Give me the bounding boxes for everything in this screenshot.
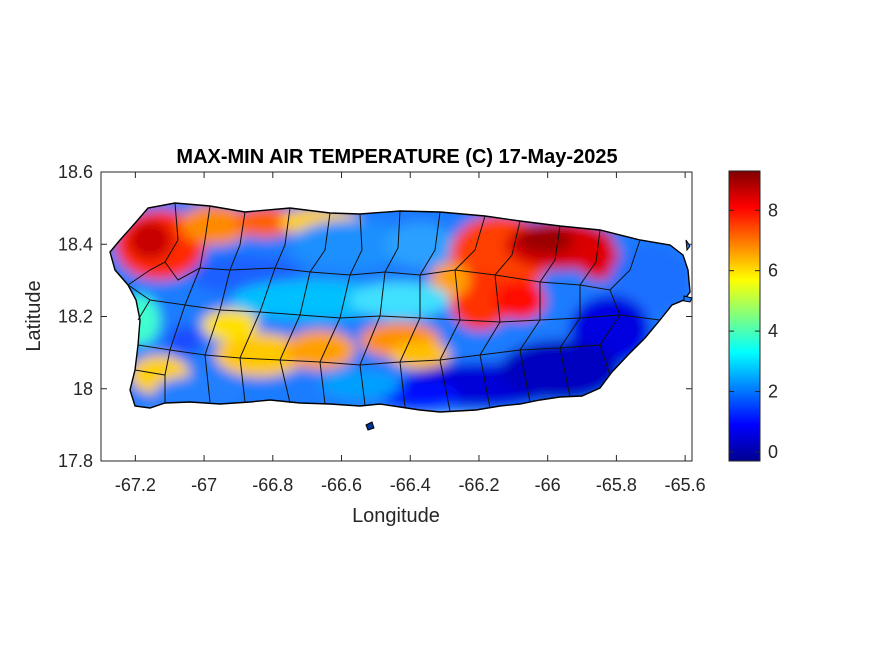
x-tick-label: -66.6 xyxy=(321,475,362,495)
temperature-field xyxy=(110,203,690,412)
y-tick-label: 18.4 xyxy=(58,234,93,254)
x-tick-label: -65.6 xyxy=(665,475,706,495)
offshore-islet xyxy=(683,295,693,303)
x-tick-label: -67 xyxy=(191,475,217,495)
x-tick-label: -65.8 xyxy=(596,475,637,495)
colorbar-tick-label: 2 xyxy=(768,382,778,402)
x-axis-label: Longitude xyxy=(352,505,440,527)
x-tick-label: -66.4 xyxy=(390,475,431,495)
y-tick-label: 17.8 xyxy=(58,451,93,471)
island-outline xyxy=(109,202,691,413)
x-tick-label: -66.2 xyxy=(458,475,499,495)
colorbar-ticks: 0 2 4 6 8 xyxy=(729,200,778,462)
x-axis: -67.2 -67 -66.8 -66.6 -66.4 -66.2 -66 -65.8 -65.… xyxy=(115,172,706,495)
x-tick-label: -66.8 xyxy=(252,475,293,495)
y-tick-label: 18 xyxy=(73,379,93,399)
x-tick-label: -66 xyxy=(535,475,561,495)
chart-title: MAX-MIN AIR TEMPERATURE (C) 17-May-2025 xyxy=(176,146,617,168)
colorbar-tick-label: 6 xyxy=(768,261,778,281)
colorbar-tick-label: 0 xyxy=(768,442,778,462)
offshore-islet xyxy=(365,421,375,431)
y-axis: 17.8 18 18.2 18.4 18.6 xyxy=(58,162,692,471)
colorbar-tick-label: 4 xyxy=(768,321,778,341)
x-tick-label: -67.2 xyxy=(115,475,156,495)
municipality-boundaries xyxy=(127,202,661,412)
offshore-islet xyxy=(685,239,691,252)
y-axis-label: Latitude xyxy=(23,280,45,351)
colorbar xyxy=(728,170,761,462)
y-tick-label: 18.6 xyxy=(58,162,93,182)
y-tick-label: 18.2 xyxy=(58,307,93,327)
colorbar-tick-label: 8 xyxy=(768,200,778,220)
